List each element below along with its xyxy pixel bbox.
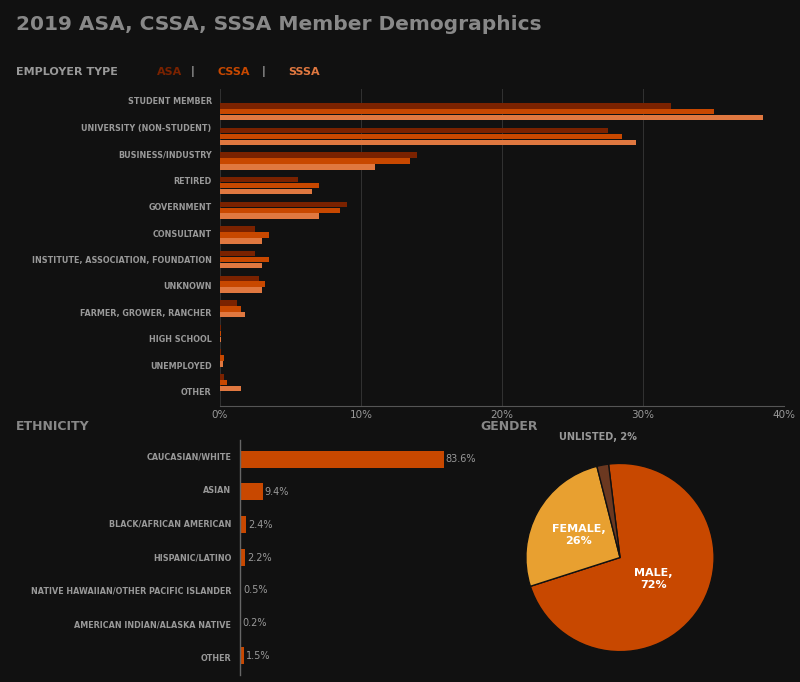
Text: CAUCASIAN/WHITE: CAUCASIAN/WHITE: [146, 452, 231, 461]
Bar: [240, 549, 246, 566]
Text: MALE,
72%: MALE, 72%: [634, 568, 673, 590]
Bar: [240, 582, 242, 599]
Bar: [220, 202, 347, 207]
Bar: [220, 115, 763, 120]
Bar: [240, 451, 443, 468]
Bar: [220, 226, 255, 232]
Bar: [220, 128, 608, 133]
Wedge shape: [597, 464, 620, 558]
Bar: [220, 177, 298, 182]
Bar: [220, 380, 227, 385]
Text: 9.4%: 9.4%: [265, 487, 290, 497]
Text: BUSINESS/INDUSTRY: BUSINESS/INDUSTRY: [118, 150, 212, 159]
Bar: [220, 331, 222, 336]
Text: 1.5%: 1.5%: [246, 651, 270, 661]
Text: BLACK/AFRICAN AMERICAN: BLACK/AFRICAN AMERICAN: [109, 520, 231, 529]
Bar: [220, 189, 312, 194]
Text: 2.4%: 2.4%: [248, 520, 272, 530]
Bar: [240, 516, 246, 533]
Bar: [220, 287, 262, 293]
Bar: [220, 355, 224, 361]
Bar: [220, 232, 270, 237]
Text: AMERICAN INDIAN/ALASKA NATIVE: AMERICAN INDIAN/ALASKA NATIVE: [74, 620, 231, 629]
Bar: [220, 257, 270, 263]
Text: UNLISTED, 2%: UNLISTED, 2%: [558, 432, 637, 442]
Bar: [220, 140, 636, 145]
Bar: [220, 276, 259, 281]
Bar: [220, 183, 318, 188]
Text: UNKNOWN: UNKNOWN: [163, 282, 212, 291]
Bar: [220, 152, 418, 158]
Bar: [220, 158, 410, 164]
Bar: [220, 263, 262, 268]
Text: GOVERNMENT: GOVERNMENT: [149, 203, 212, 212]
Text: NATIVE HAWAIIAN/OTHER PACIFIC ISLANDER: NATIVE HAWAIIAN/OTHER PACIFIC ISLANDER: [31, 587, 231, 595]
Text: EMPLOYER TYPE: EMPLOYER TYPE: [16, 67, 122, 76]
Text: ETHNICITY: ETHNICITY: [16, 419, 90, 433]
Bar: [220, 164, 375, 170]
Text: HIGH SCHOOL: HIGH SCHOOL: [149, 336, 212, 344]
Bar: [220, 134, 622, 139]
Text: ASIAN: ASIAN: [203, 486, 231, 495]
Text: OTHER: OTHER: [201, 654, 231, 663]
Bar: [220, 374, 224, 380]
Text: ASA: ASA: [157, 67, 182, 76]
Text: 83.6%: 83.6%: [446, 454, 476, 464]
Text: FARMER, GROWER, RANCHER: FARMER, GROWER, RANCHER: [80, 309, 212, 318]
Bar: [220, 103, 671, 108]
Text: FEMALE,
26%: FEMALE, 26%: [552, 524, 606, 546]
Text: INSTITUTE, ASSOCIATION, FOUNDATION: INSTITUTE, ASSOCIATION, FOUNDATION: [32, 256, 212, 265]
Text: SSSA: SSSA: [288, 67, 320, 76]
Text: RETIRED: RETIRED: [174, 177, 212, 186]
Bar: [220, 306, 241, 312]
Bar: [220, 251, 255, 256]
Text: UNEMPLOYED: UNEMPLOYED: [150, 361, 212, 370]
Text: HISPANIC/LATINO: HISPANIC/LATINO: [153, 553, 231, 562]
Bar: [220, 238, 262, 243]
Text: STUDENT MEMBER: STUDENT MEMBER: [127, 98, 212, 106]
Text: |: |: [258, 66, 270, 77]
Bar: [220, 349, 222, 355]
Text: 2.2%: 2.2%: [247, 552, 272, 563]
Bar: [240, 484, 263, 501]
Text: 0.5%: 0.5%: [243, 585, 268, 595]
Bar: [220, 109, 714, 115]
Text: GENDER: GENDER: [480, 419, 538, 433]
Text: CSSA: CSSA: [218, 67, 250, 76]
Wedge shape: [526, 466, 620, 587]
Text: 0.2%: 0.2%: [242, 618, 267, 628]
Text: UNIVERSITY (NON-STUDENT): UNIVERSITY (NON-STUDENT): [82, 124, 212, 133]
Bar: [220, 213, 318, 219]
Bar: [220, 386, 241, 391]
Text: CONSULTANT: CONSULTANT: [153, 230, 212, 239]
Bar: [220, 207, 340, 213]
Wedge shape: [530, 464, 714, 651]
Bar: [240, 647, 244, 664]
Bar: [220, 282, 265, 287]
Text: OTHER: OTHER: [181, 388, 212, 397]
Bar: [220, 312, 246, 317]
Bar: [220, 300, 237, 306]
Bar: [220, 361, 223, 367]
Text: |: |: [187, 66, 199, 77]
Text: 2019 ASA, CSSA, SSSA Member Demographics: 2019 ASA, CSSA, SSSA Member Demographics: [16, 16, 542, 34]
